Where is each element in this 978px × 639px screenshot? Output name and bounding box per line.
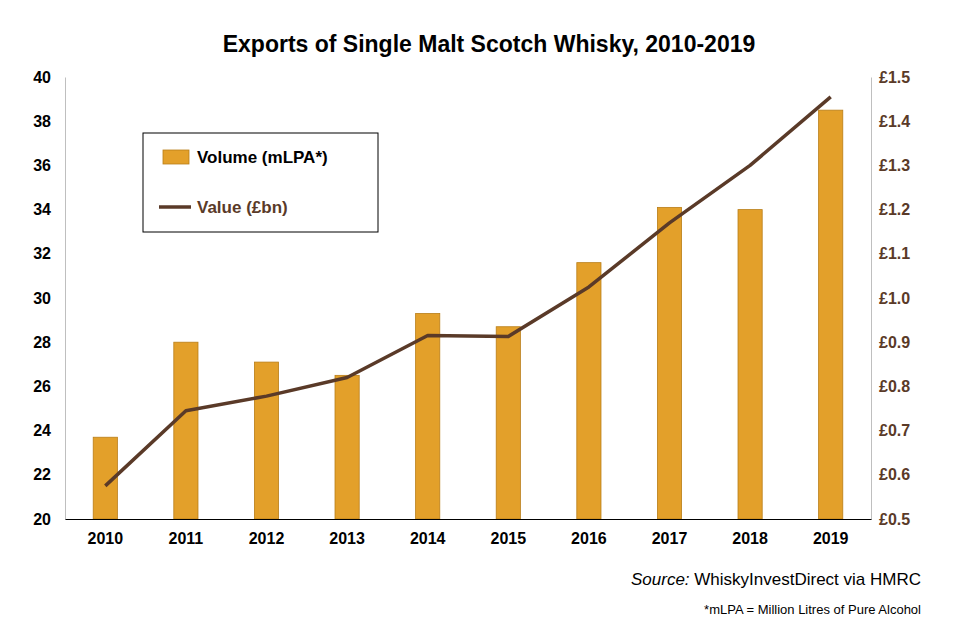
tick: 36 [33,157,65,174]
tick-label: £1.1 [879,245,910,262]
tick: 30 [33,290,65,307]
tick-label: £0.5 [879,511,910,528]
tick-label: £0.7 [879,422,910,439]
tick: 2017 [652,519,688,547]
tick: 2015 [491,519,527,547]
tick-label: 28 [33,334,51,351]
bar-series [93,110,843,519]
tick: 2016 [571,519,607,547]
tick: £1.1 [871,245,910,262]
tick: 2019 [813,519,849,547]
annotation: Source: WhiskyInvestDirect via HMRC [631,570,921,589]
chart: Exports of Single Malt Scotch Whisky, 20… [0,0,978,639]
tick: 2010 [88,519,124,547]
legend: Volume (mLPA*) Value (£bn) [143,133,378,232]
tick-label: 36 [33,157,51,174]
tick-label: 30 [33,290,51,307]
legend-box [143,133,378,232]
tick-label: 2015 [491,530,527,547]
tick: 28 [33,334,65,351]
tick-label: 40 [33,69,51,86]
tick: 2018 [732,519,768,547]
bar [254,362,278,519]
tick-label: £1.2 [879,201,910,218]
bar [657,207,681,519]
tick-label: 2018 [732,530,768,547]
line [105,97,830,486]
tick-label: 26 [33,378,51,395]
tick-label: 32 [33,245,51,262]
axis-line [65,78,66,520]
y2ticks-axis: £0.5 £0.6 £0.7 £0.8 £0.9 £1.0 £1.1 £1.2 £1.3 £1.4… [871,69,910,528]
x-axis: 2010 2011 2012 2013 2014 2015 2016 2017 2018 2019 [66,519,872,547]
tick-label: 20 [33,511,51,528]
legend-label: Volume (mLPA*) [197,148,328,167]
tick: £0.5 [871,511,910,528]
tick-label: 2014 [410,530,446,547]
tick: £1.4 [871,113,910,130]
tick-label: 2019 [813,530,849,547]
tick-label: £0.8 [879,378,910,395]
bar [577,263,601,519]
tick-label: 38 [33,113,51,130]
bar [819,110,843,519]
bar [174,342,198,519]
tick: 32 [33,245,65,262]
tick-label: 2011 [169,530,204,547]
tick: £1.0 [871,290,910,307]
background [0,0,978,639]
axis-line [871,78,872,520]
tick-label: £1.3 [879,157,910,174]
tick: £1.5 [871,69,910,86]
tick-label: 2016 [571,530,607,547]
yticks-axis: 20 22 24 26 28 30 32 34 36 38 40 [33,69,65,528]
bar [738,210,762,519]
tick: 40 [33,69,65,86]
title: Exports of Single Malt Scotch Whisky, 20… [223,31,756,57]
tick: 2011 [169,519,204,547]
bar [496,327,520,519]
tick-label: 2013 [329,530,365,547]
tick: 2013 [329,519,365,547]
tick: 2014 [410,519,446,547]
tick: £1.2 [871,201,910,218]
tick-label: £0.9 [879,334,910,351]
legend-swatch [159,205,191,209]
tick-label: £1.5 [879,69,910,86]
axis-line [66,519,872,520]
tick: 34 [33,201,65,218]
tick-label: 24 [33,422,51,439]
tick: 26 [33,378,65,395]
tick: £0.7 [871,422,910,439]
tick: 22 [33,466,65,483]
tick: 24 [33,422,65,439]
marks [93,97,843,519]
tick-label: 2017 [652,530,688,547]
legend-swatch [163,150,189,164]
tick-label: 2012 [249,530,285,547]
tick: 2012 [249,519,285,547]
tick: £0.9 [871,334,910,351]
tick: £0.6 [871,466,910,483]
tick: 38 [33,113,65,130]
tick: £1.3 [871,157,910,174]
tick-label: £1.0 [879,290,910,307]
tick: 20 [33,511,65,528]
tick-label: £0.6 [879,466,910,483]
tick: £0.8 [871,378,910,395]
bar [335,375,359,519]
tick-label: £1.4 [879,113,910,130]
tick-label: 2010 [88,530,124,547]
tick-label: 34 [33,201,51,218]
legend-label: Value (£bn) [197,198,288,217]
annotation: *mLPA = Million Litres of Pure Alcohol [704,602,921,617]
bar [416,313,440,519]
tick-label: 22 [33,466,51,483]
